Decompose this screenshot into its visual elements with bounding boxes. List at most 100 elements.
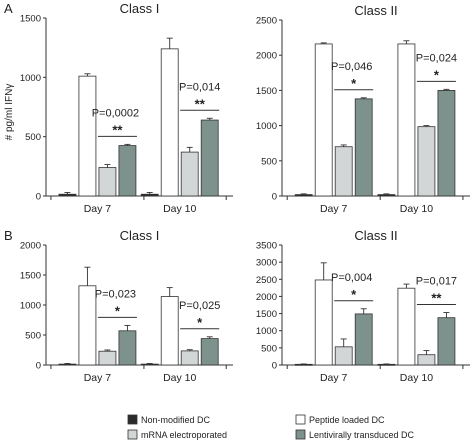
category-label: Day 7 — [84, 372, 112, 384]
bar-peptide-loaded-dc-day-10 — [160, 296, 179, 366]
legend: Non-modified DC mRNA electroporated Pept… — [127, 414, 415, 440]
bar-non-modified-dc-day-10 — [377, 194, 396, 197]
bar-lentivirally-transduced-dc-day-7 — [354, 98, 373, 197]
y-tick-label: 1000 — [20, 301, 41, 312]
bar-peptide-loaded-dc-day-10 — [397, 43, 416, 197]
bar-mrna-electroporated-day-10 — [417, 354, 436, 366]
bar-mrna-electroporated-day-7 — [334, 146, 353, 197]
significance-stars: * — [197, 315, 203, 330]
y-tick-label: 500 — [261, 343, 277, 354]
y-tick-label: 3500 — [256, 241, 277, 252]
p-value-label: P=0,023 — [95, 288, 136, 300]
significance-stars: ** — [431, 291, 442, 306]
chart-b-class-i: Class I 0 500 1000 1500 2000 Day 7 * P=0,023 Day … — [20, 228, 233, 384]
bar-lentivirally-transduced-dc-day-10 — [200, 119, 219, 197]
category-label: Day 7 — [84, 203, 112, 215]
bar-mrna-electroporated-day-10 — [180, 350, 199, 366]
y-axis-label: # pg/ml IFNγ — [4, 84, 15, 141]
bar-non-modified-dc-day-7 — [294, 194, 313, 197]
y-tick-label: 1000 — [20, 73, 41, 84]
y-tick-label: 2500 — [256, 16, 277, 27]
bar-peptide-loaded-dc-day-10 — [160, 48, 179, 197]
y-tick-label: 2000 — [256, 51, 277, 62]
bar-mrna-electroporated-day-7 — [98, 350, 117, 366]
chart-title: Class I — [120, 1, 160, 16]
y-tick-label: 0 — [272, 192, 277, 203]
significance-stars: ** — [112, 122, 123, 137]
bar-peptide-loaded-dc-day-7 — [314, 43, 333, 197]
bar-peptide-loaded-dc-day-7 — [78, 75, 97, 197]
y-tick-label: 2500 — [256, 275, 277, 286]
bar-mrna-electroporated-day-7 — [334, 346, 353, 366]
legend-swatch-lentiviral — [295, 429, 306, 440]
category-label: Day 10 — [163, 372, 196, 384]
bar-peptide-loaded-dc-day-7 — [314, 279, 333, 366]
chart-title: Class II — [354, 228, 397, 243]
bar-mrna-electroporated-day-10 — [417, 126, 436, 197]
category-label: Day 7 — [320, 203, 348, 215]
bar-peptide-loaded-dc-day-10 — [397, 287, 416, 366]
p-value-label: P=0,025 — [179, 300, 220, 312]
bar-lentivirally-transduced-dc-day-7 — [118, 330, 137, 366]
y-tick-label: 500 — [25, 331, 41, 342]
significance-stars: * — [351, 76, 357, 91]
bar-mrna-electroporated-day-10 — [180, 151, 199, 197]
y-tick-label: 500 — [25, 132, 41, 143]
bar-lentivirally-transduced-dc-day-10 — [437, 90, 456, 197]
bar-non-modified-dc-day-10 — [140, 193, 159, 197]
category-label: Day 10 — [400, 203, 433, 215]
y-tick-label: 0 — [272, 361, 277, 372]
y-tick-label: 1500 — [256, 309, 277, 320]
y-tick-label: 1000 — [256, 326, 277, 337]
bar-non-modified-dc-day-7 — [58, 193, 77, 197]
legend-label-mrna: mRNA electroporated — [141, 430, 227, 440]
chart-title: Class I — [120, 228, 160, 243]
category-label: Day 7 — [320, 372, 348, 384]
p-value-label: P=0,017 — [416, 276, 457, 288]
bar-non-modified-dc-day-10 — [140, 363, 159, 366]
legend-label-peptide: Peptide loaded DC — [309, 415, 385, 425]
y-tick-label: 0 — [36, 192, 41, 203]
y-tick-label: 1500 — [20, 271, 41, 282]
y-tick-label: 3000 — [256, 258, 277, 269]
bar-lentivirally-transduced-dc-day-7 — [354, 313, 373, 366]
p-value-label: P=0,0002 — [92, 107, 139, 119]
legend-swatch-non-modified — [127, 414, 138, 425]
bar-non-modified-dc-day-7 — [58, 363, 77, 366]
p-value-label: P=0,046 — [331, 61, 372, 73]
significance-stars: * — [434, 67, 440, 82]
significance-stars: * — [115, 303, 121, 318]
y-tick-label: 2000 — [20, 241, 41, 252]
panel-label-a: A — [4, 1, 13, 16]
legend-label-lentiviral: Lentivirally transduced DC — [309, 430, 415, 440]
y-tick-label: 2000 — [256, 292, 277, 303]
p-value-label: P=0,024 — [416, 52, 457, 64]
bar-non-modified-dc-day-10 — [377, 363, 396, 366]
y-tick-label: 1500 — [20, 14, 41, 25]
category-label: Day 10 — [400, 372, 433, 384]
significance-stars: * — [351, 287, 357, 302]
significance-stars: ** — [195, 96, 206, 111]
p-value-label: P=0,004 — [331, 272, 372, 284]
chart-title: Class II — [354, 3, 397, 18]
category-label: Day 10 — [163, 203, 196, 215]
bar-non-modified-dc-day-7 — [294, 363, 313, 366]
chart-a-class-ii: Class II 0 500 1000 1500 2000 2500 Day 7 * P=0,04… — [256, 3, 470, 215]
bar-lentivirally-transduced-dc-day-7 — [118, 145, 137, 197]
chart-a-class-i: Class I 0 500 1000 1500 Day 7 ** P=0,0002 Day 10… — [20, 1, 233, 215]
legend-swatch-mrna — [127, 429, 138, 440]
chart-b-class-ii: Class II 0 500 1000 1500 2000 2500 3000 3500 Day … — [256, 228, 470, 384]
y-tick-label: 1500 — [256, 86, 277, 97]
y-tick-label: 500 — [261, 156, 277, 167]
bar-lentivirally-transduced-dc-day-10 — [200, 338, 219, 366]
legend-label-non-modified: Non-modified DC — [141, 415, 211, 425]
p-value-label: P=0,014 — [179, 81, 220, 93]
panel-label-b: B — [4, 228, 13, 243]
y-tick-label: 1000 — [256, 121, 277, 132]
legend-swatch-peptide — [295, 414, 306, 425]
bar-mrna-electroporated-day-7 — [98, 167, 117, 197]
y-tick-label: 0 — [36, 361, 41, 372]
bar-peptide-loaded-dc-day-7 — [78, 285, 97, 366]
bar-lentivirally-transduced-dc-day-10 — [437, 317, 456, 366]
